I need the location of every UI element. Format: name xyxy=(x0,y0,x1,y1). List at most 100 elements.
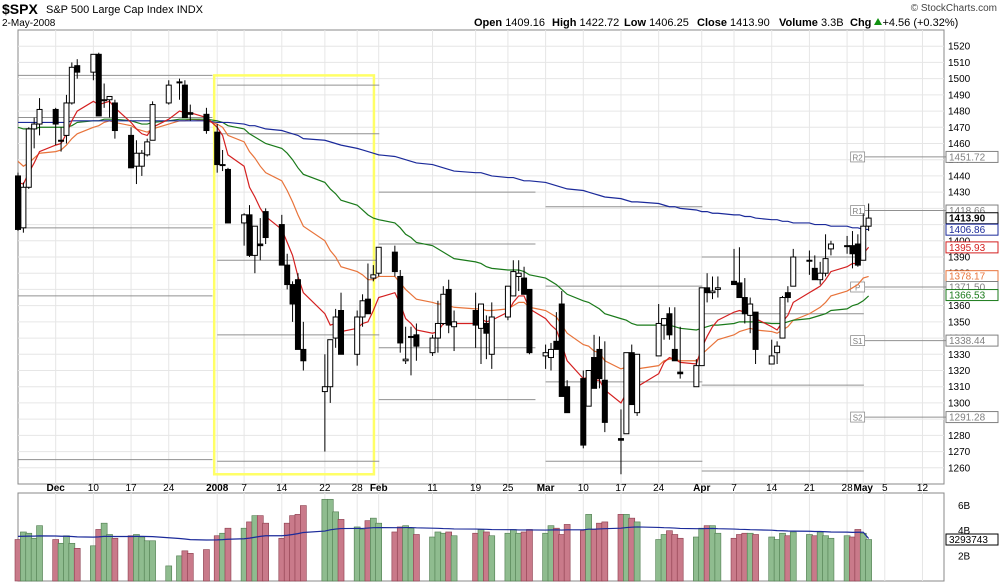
volume-bar xyxy=(375,522,383,582)
y-tick-label: 1270 xyxy=(948,447,971,458)
candle-body xyxy=(860,225,867,261)
candle-body xyxy=(176,81,183,84)
price-tag-value: 1413.90 xyxy=(949,214,986,225)
candle-body xyxy=(214,131,221,166)
candle-body xyxy=(321,386,328,393)
volume-tick-label: 4B xyxy=(958,526,971,537)
y-tick-label: 1320 xyxy=(948,366,971,377)
change-value: +4.56 (+0.32%) xyxy=(882,17,959,29)
y-tick-label: 1440 xyxy=(948,171,971,182)
candle-body xyxy=(434,322,441,339)
x-tick-label: 14 xyxy=(276,483,288,494)
candle-body xyxy=(15,175,21,230)
candle-body xyxy=(359,300,366,318)
candle-body xyxy=(747,303,754,316)
pivot-tag-label: S1 xyxy=(853,337,863,346)
candle-body xyxy=(391,251,398,273)
x-tick-label: 14 xyxy=(766,483,778,494)
candle-body xyxy=(128,134,135,169)
candle-body xyxy=(149,104,156,141)
candle-body xyxy=(547,348,554,359)
price-tag-value: 1418.66 xyxy=(949,206,986,217)
candle-body xyxy=(693,365,700,388)
candle-body xyxy=(580,378,587,446)
candle-body xyxy=(31,123,38,130)
candle-body xyxy=(95,53,102,117)
y-tick-label: 1390 xyxy=(948,253,971,264)
x-tick-label: 28 xyxy=(352,483,364,494)
volume-bar xyxy=(450,535,458,582)
x-tick-label: 25 xyxy=(502,483,514,494)
candle-body xyxy=(704,287,711,294)
candle-body xyxy=(553,340,560,350)
candle-body xyxy=(472,310,479,326)
candle-body xyxy=(854,243,861,266)
candle-body xyxy=(709,290,716,294)
low-quote: Low 1406.25 xyxy=(624,17,689,29)
candle-body xyxy=(133,152,140,167)
y-tick-label: 1480 xyxy=(948,107,971,118)
volume-tag-box xyxy=(945,533,999,546)
candle-body xyxy=(219,164,226,167)
candle-body xyxy=(827,243,834,250)
low-label: Low xyxy=(624,17,646,29)
x-tick-label: 17 xyxy=(125,483,137,494)
price-tag-box xyxy=(945,241,999,254)
price-tag-value: 1338.44 xyxy=(949,336,986,347)
candle-body xyxy=(634,353,641,414)
high-label: High xyxy=(552,17,577,29)
price-tag-value: 1395.93 xyxy=(949,243,986,254)
high-value: 1422.72 xyxy=(579,17,620,29)
candle-body xyxy=(817,272,824,281)
candle-body xyxy=(52,108,59,125)
candle-body xyxy=(165,84,172,104)
change-label: Chg xyxy=(850,17,872,29)
volume-bar xyxy=(714,532,722,582)
x-tick-label: 10 xyxy=(88,483,100,494)
close-value: 1413.90 xyxy=(730,17,770,29)
x-tick-label: May xyxy=(854,483,874,494)
candle-body xyxy=(790,256,797,287)
price-tag-value: 1406.86 xyxy=(949,225,986,236)
pivot-tag-box xyxy=(850,151,866,163)
candle-body xyxy=(623,352,630,435)
price-tag-value: 1291.28 xyxy=(949,413,986,424)
pivot-tag-label: R2 xyxy=(853,153,864,162)
chart-date: 2-May-2008 xyxy=(2,18,56,29)
candle-body xyxy=(521,277,528,295)
candle-body xyxy=(20,186,27,229)
volume-label: Volume xyxy=(779,17,818,29)
volume-bar xyxy=(111,537,119,582)
brand-label[interactable]: © StockCharts.com xyxy=(910,3,997,14)
candle-body xyxy=(338,310,345,355)
candle-body xyxy=(364,298,371,315)
candle-body xyxy=(413,334,420,347)
candle-body xyxy=(445,288,452,326)
candle-body xyxy=(768,355,775,365)
candle-body xyxy=(294,279,301,350)
ema-line-EMA50 xyxy=(17,118,870,331)
x-tick-label: 10 xyxy=(578,483,590,494)
candle-body xyxy=(251,225,258,256)
candle-body xyxy=(601,379,608,423)
candle-body xyxy=(542,352,549,357)
x-tick-label: 12 xyxy=(917,483,929,494)
candle-body xyxy=(822,258,829,274)
pivot-tag-label: P xyxy=(855,283,860,292)
pivot-tag-label: R1 xyxy=(853,207,864,216)
candle-body xyxy=(241,214,248,224)
volume-bar xyxy=(488,535,496,582)
candle-body xyxy=(504,285,511,318)
candle-body xyxy=(741,297,748,315)
y-tick-label: 1500 xyxy=(948,74,971,85)
candle-body xyxy=(677,371,684,375)
volume-bar xyxy=(337,519,345,582)
candle-body xyxy=(429,337,436,354)
candle-body xyxy=(779,297,786,339)
candle-body xyxy=(90,53,97,73)
open-quote: Open 1409.16 xyxy=(474,17,545,29)
volume-bar xyxy=(186,553,194,582)
volume-bar xyxy=(526,529,533,582)
candle-body xyxy=(617,438,624,441)
y-tick-label: 1470 xyxy=(948,123,971,134)
